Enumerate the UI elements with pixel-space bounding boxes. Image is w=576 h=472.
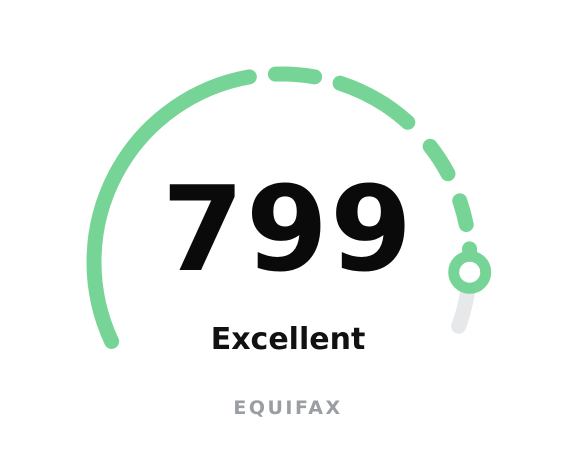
gauge-filled-segment-2 xyxy=(267,66,323,85)
gauge-filled-segment-1 xyxy=(86,69,257,349)
gauge-filled-segment-3 xyxy=(332,75,416,130)
credit-bureau-label: EQUIFAX xyxy=(233,397,343,419)
gauge-filled-segment-5 xyxy=(452,193,474,233)
gauge-arc xyxy=(86,66,478,349)
credit-score-value: 799 xyxy=(161,160,415,298)
score-marker xyxy=(448,250,492,294)
gauge-filled-segment-4 xyxy=(422,138,456,182)
credit-rating-label: Excellent xyxy=(210,322,366,357)
